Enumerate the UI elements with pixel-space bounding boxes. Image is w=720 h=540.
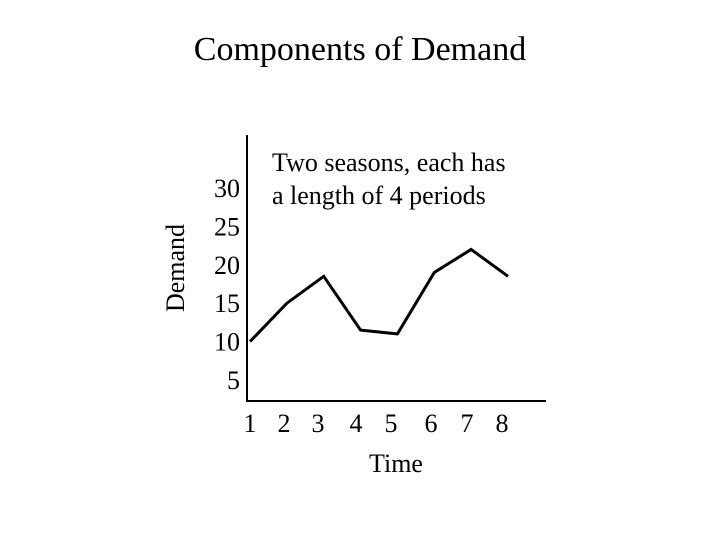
y-tick-label: 15: [214, 289, 240, 318]
x-tick-label: 5: [385, 409, 398, 438]
y-tick-label: 20: [214, 251, 240, 280]
x-tick-label: 4: [350, 409, 363, 438]
y-tick-label: 10: [214, 328, 240, 357]
x-tick-label: 8: [496, 409, 509, 438]
x-tick-label: 6: [425, 409, 438, 438]
annotation-line-2: a length of 4 periods: [272, 181, 486, 210]
x-tick-label: 1: [244, 409, 257, 438]
demand-series-line: [248, 247, 509, 343]
slide-title: Components of Demand: [193, 31, 527, 68]
x-tick-label: 7: [461, 409, 474, 438]
y-tick-label: 5: [227, 366, 240, 395]
x-axis-label: Time: [369, 449, 423, 478]
x-tick-label: 3: [312, 409, 325, 438]
x-tick-label: 2: [278, 409, 291, 438]
y-tick-label: 25: [214, 212, 240, 241]
y-tick-label: 30: [214, 174, 240, 203]
y-tick-labels: 5 10 15 20 25 30: [214, 174, 240, 395]
annotation-line-1: Two seasons, each has: [272, 148, 506, 177]
y-axis-label: Demand: [161, 224, 190, 312]
